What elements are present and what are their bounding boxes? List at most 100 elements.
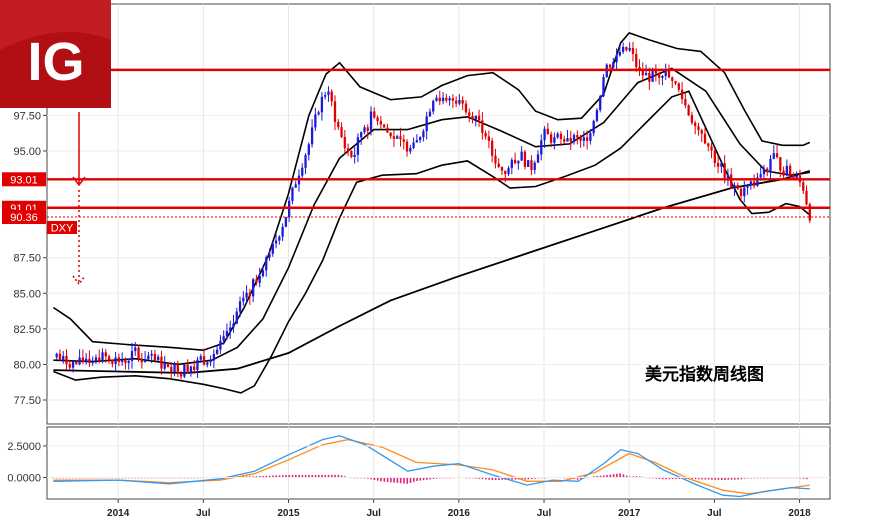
candle-body [157,356,160,361]
candle-body [229,327,232,332]
candle-body [710,146,713,151]
candle-body [468,112,471,117]
candle-body [189,366,193,373]
candle-body [667,70,671,78]
y-tick-label: 95.00 [13,146,41,158]
candle-body [510,159,513,169]
candle-body [304,155,307,168]
candle-body [94,357,98,362]
down-arrow-icon [72,112,86,187]
long-moving-average-line [53,170,811,374]
candle-body [543,128,546,141]
candle-body [330,91,333,102]
candle-body [477,115,481,121]
candle-body [690,115,694,123]
candle-body [576,135,579,138]
candle-body [589,133,592,141]
candle-body [235,311,238,324]
candle-body [232,323,235,328]
candle-body [726,174,730,178]
candle-body [775,153,779,158]
candle-body [730,174,733,189]
macd-panel-frame [46,426,831,500]
macd-line [53,435,810,498]
candle-body [615,55,618,63]
candle-body [202,356,206,365]
candle-body [621,46,625,52]
candle-body [530,160,533,170]
candle-body [396,136,399,139]
candle-body [143,359,147,363]
y-tick-label: 87.50 [13,253,41,265]
candle-body [261,270,265,276]
candle-body [55,353,58,358]
x-tick-label: Jul [537,508,552,519]
candle-body [117,357,121,362]
candle-body [193,366,196,371]
candle-body [461,100,464,104]
candle-body [592,120,595,134]
candle-body [795,175,798,179]
candle-body [107,356,111,360]
candle-body [363,127,366,133]
candle-body [697,126,700,131]
candle-body [752,181,756,186]
middle-band-line [53,67,810,366]
candle-body [366,127,369,131]
candle-body [284,217,288,227]
candle-body [412,142,415,148]
candle-body [458,100,461,104]
instrument-label: DXY [51,223,74,235]
candle-body [648,73,651,82]
candle-body [88,358,91,364]
candle-body [720,163,723,167]
candle-body [723,163,726,178]
candle-body [160,356,163,369]
candle-body [111,359,114,364]
candle-body [743,187,746,197]
candle-body [360,132,363,138]
candle-body [222,336,225,341]
x-tick-label: 2016 [448,508,471,519]
candle-body [238,301,242,312]
candle-body [176,362,179,374]
candle-body [130,351,134,361]
candle-body [805,190,808,205]
candle-body [677,83,680,90]
candle-body [451,98,455,101]
candle-body [779,157,782,171]
candle-body [124,359,127,364]
candle-body [671,77,674,81]
candle-body [716,162,720,167]
candle-body [314,114,317,128]
candle-body [288,200,291,218]
candle-body [533,162,536,170]
dotted-down-arrow-icon [72,190,86,286]
candle-body [281,226,284,237]
candle-body [802,182,805,191]
candle-body [373,111,376,118]
candle-body [199,356,202,360]
candle-body [572,135,576,142]
candle-body [62,355,65,361]
candle-body [772,153,775,159]
candle-body [602,77,605,97]
candle-body [658,73,661,78]
candle-body [251,279,255,297]
candle-body [212,353,215,361]
candle-body [435,97,438,101]
candle-body [618,51,622,56]
candle-body [186,364,189,373]
candle-body [559,133,563,139]
candle-body [68,364,71,368]
candle-body [134,347,137,352]
candle-body [340,127,343,138]
chart-title: 美元指数周线图 [645,364,764,385]
candle-body [209,360,212,363]
logo-text: IG [27,32,84,92]
candle-body [664,70,667,77]
candle-body [163,363,166,369]
x-tick-label: Jul [707,508,722,519]
